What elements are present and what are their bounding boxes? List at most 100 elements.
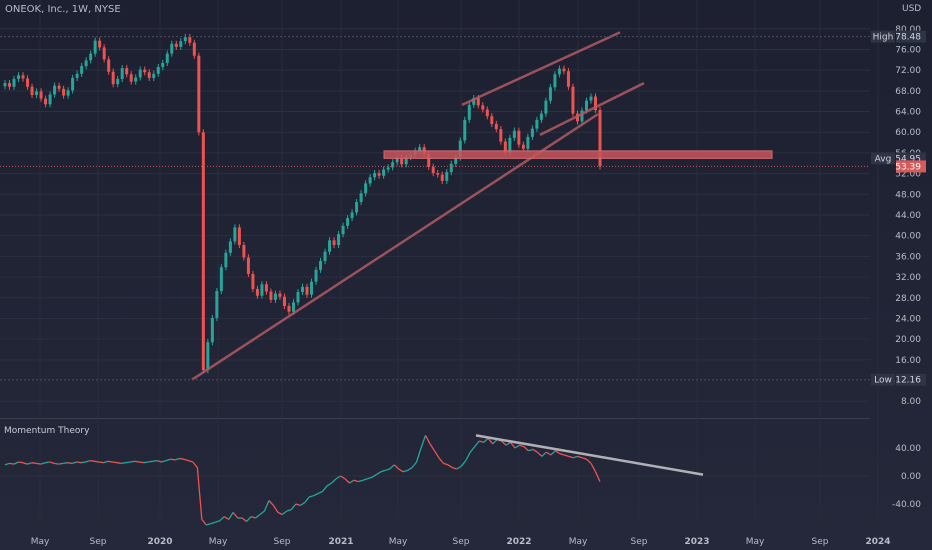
candle-body — [499, 129, 503, 142]
candle-body — [62, 88, 66, 96]
candle-body — [463, 119, 467, 141]
candle-body — [481, 105, 485, 110]
candle-body — [174, 43, 178, 47]
price-tick-label: 72.00 — [895, 66, 921, 76]
indicator-segment — [152, 459, 158, 462]
time-tick-label: Sep — [90, 537, 107, 547]
candle-body — [210, 317, 214, 343]
candle-body — [427, 153, 431, 167]
candle-body — [472, 98, 476, 105]
candle-body — [147, 72, 151, 78]
price-label-tag: High — [873, 33, 894, 43]
indicator-segment — [385, 468, 390, 472]
candle-body — [490, 116, 494, 124]
indicator-segment — [447, 464, 453, 469]
candle-body — [107, 59, 111, 72]
candle-body — [125, 68, 129, 75]
indicator-segment — [532, 448, 538, 453]
indicator-segment — [581, 457, 587, 460]
indicator-segment — [228, 512, 234, 520]
indicator-segment — [304, 496, 310, 504]
price-tick-label: 76.00 — [895, 45, 921, 55]
indicator-segment — [165, 458, 171, 462]
indicator-segment — [112, 461, 117, 464]
indicator-segment — [161, 459, 167, 463]
indicator-segment — [98, 461, 104, 464]
candle-body — [323, 251, 327, 262]
indicator-segment — [590, 463, 597, 473]
price-tick-label: 28.00 — [895, 294, 921, 304]
candle-body — [544, 100, 548, 114]
candle-body — [512, 130, 516, 138]
price-label-tag-box — [871, 373, 895, 386]
indicator-segment — [223, 516, 230, 520]
indicator-segment — [344, 478, 350, 484]
indicator-segment — [362, 478, 368, 481]
indicator-segment — [241, 517, 247, 523]
indicator-segment — [13, 461, 19, 465]
time-tick-label: May — [746, 537, 765, 547]
indicator-segment — [22, 462, 28, 465]
candle-body — [589, 96, 593, 101]
indicator-segment — [326, 482, 332, 487]
price-tick-label: 40.00 — [895, 232, 921, 242]
indicator-segment — [116, 462, 122, 465]
price-tick-label: 52.00 — [895, 170, 921, 180]
time-tick-label: 2020 — [147, 537, 172, 547]
indicator-segment — [501, 440, 507, 446]
candle-body — [404, 157, 408, 165]
indicator-segment — [367, 476, 373, 480]
candle-body — [75, 73, 79, 78]
candle-body — [530, 128, 534, 137]
indicator-segment — [174, 457, 180, 461]
candle-body — [535, 119, 539, 129]
indicator-segment — [54, 462, 59, 465]
indicator-tick-label: -40.00 — [892, 500, 921, 510]
candle-body — [337, 234, 341, 245]
indicator-segment — [335, 475, 341, 480]
indicator-segment — [519, 444, 525, 448]
indicator-segment — [389, 464, 395, 470]
indicator-segment — [594, 471, 601, 482]
indicator-segment — [36, 462, 41, 465]
candle-body — [188, 37, 192, 43]
candle-body — [206, 342, 210, 371]
indicator-tick-label: 0.00 — [901, 472, 921, 482]
candle-body — [319, 261, 323, 270]
indicator-tick-label: 40.00 — [895, 444, 921, 454]
candle-body — [517, 130, 521, 145]
indicator-segment — [398, 468, 404, 473]
time-tick-label: Sep — [812, 537, 829, 547]
candle-body — [350, 212, 354, 219]
indicator-segment — [143, 461, 149, 464]
indicator-segment — [206, 522, 211, 526]
indicator-segment — [27, 462, 33, 465]
indicator-segment — [487, 437, 494, 445]
price-label-tag-box — [871, 30, 895, 43]
indicator-segment — [76, 461, 82, 464]
indicator-segment — [358, 479, 364, 483]
indicator-segment — [268, 500, 274, 506]
candle-body — [598, 110, 602, 167]
candle-body — [237, 227, 241, 245]
indicator-segment — [4, 462, 10, 466]
candle-body — [3, 83, 7, 87]
indicator-segment — [299, 502, 306, 506]
price-tick-label: 48.00 — [895, 190, 921, 200]
candle-body — [273, 293, 277, 300]
indicator-segment — [577, 455, 583, 459]
candle-body — [224, 252, 228, 268]
candle-body — [440, 174, 444, 181]
indicator-segment — [349, 479, 355, 484]
time-tick-label: Sep — [631, 537, 648, 547]
candle-body — [355, 202, 359, 213]
candle-body — [228, 241, 232, 253]
candle-body — [449, 163, 453, 173]
candle-body — [584, 100, 588, 111]
indicator-segment — [550, 450, 556, 456]
indicator-segment — [179, 457, 185, 460]
price-label-value: 54.95 — [895, 154, 921, 164]
time-tick-label: May — [209, 537, 228, 547]
indicator-segment — [148, 460, 153, 463]
